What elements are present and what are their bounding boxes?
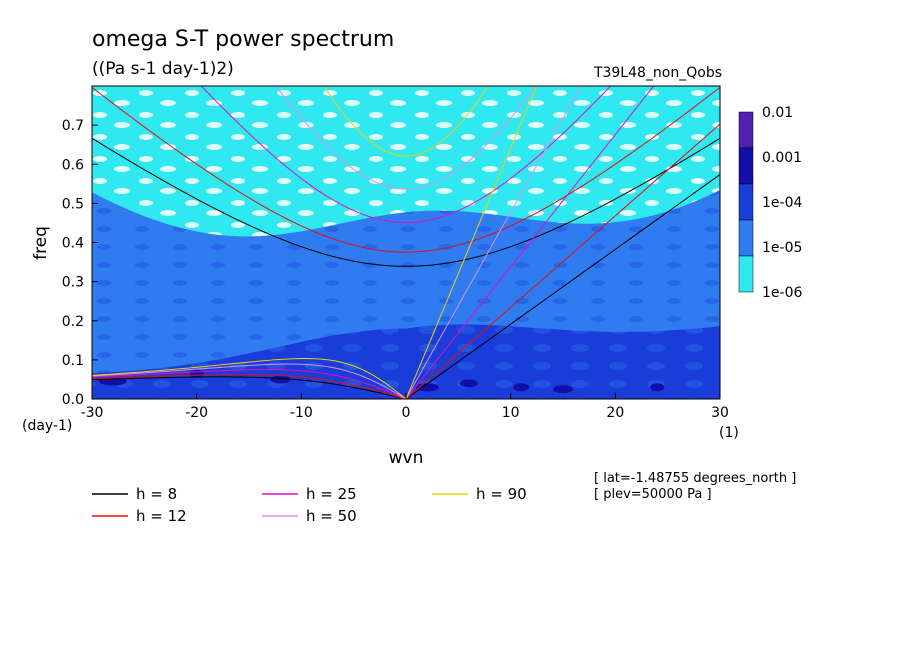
- legend-label: h = 50: [306, 507, 357, 525]
- x-axis: -30 -20 -10 0 10 20 30: [81, 393, 729, 421]
- colorbar-label: 1e-05: [762, 240, 802, 256]
- colorbar-swatch: [738, 255, 754, 293]
- colorbar-swatch: [738, 219, 754, 257]
- x-tick-label: -10: [290, 405, 313, 421]
- y-axis-title: freq: [31, 226, 51, 260]
- colorbar-swatch: [738, 111, 754, 149]
- run-label: T39L48_non_Qobs: [593, 65, 722, 81]
- colorbar: 0.01 0.001 1e-04 1e-05 1e-06: [738, 105, 802, 301]
- y-tick-label: 0.6: [62, 157, 84, 173]
- kelvin-curve: [405, 174, 720, 399]
- x-tick-label: -30: [81, 405, 104, 421]
- inertio-gravity-curve: [92, 86, 720, 253]
- y-tick-label: 0.4: [62, 236, 84, 252]
- rossby-curve: [92, 376, 407, 399]
- y-tick-label: 0.2: [62, 314, 84, 330]
- inertio-gravity-curve: [275, 86, 537, 190]
- inertio-gravity-curve: [323, 86, 489, 157]
- x-tick-label: 30: [711, 405, 729, 421]
- colorbar-swatch: [738, 183, 754, 221]
- y-tick-label: 0.5: [62, 196, 84, 212]
- rossby-curve: [92, 363, 407, 399]
- power-spot: [553, 385, 573, 394]
- colorbar-label: 0.01: [762, 105, 793, 121]
- y-tick-label: 0.0: [62, 392, 84, 408]
- colorbar-label: 1e-06: [762, 285, 802, 301]
- power-spot: [459, 379, 478, 388]
- legend: h = 8 h = 12 h = 25 h = 50 h = 90: [92, 485, 527, 525]
- power-spot: [270, 375, 291, 384]
- kelvin-curve: [405, 86, 655, 399]
- plev-annotation: [ plev=50000 Pa ]: [594, 487, 712, 502]
- rossby-curve: [92, 358, 407, 399]
- kelvin-curve: [405, 123, 720, 399]
- inertio-gravity-curve: [200, 86, 612, 224]
- x-tick-label: -20: [185, 405, 208, 421]
- y-tick-label: 0.1: [62, 353, 84, 369]
- lat-annotation: [ lat=-1.48755 degrees_north ]: [594, 471, 796, 486]
- x-tick-label: 20: [606, 405, 624, 421]
- legend-label: h = 8: [136, 485, 177, 503]
- legend-label: h = 12: [136, 507, 187, 525]
- y-tick-label: 0.7: [62, 118, 84, 134]
- high-power-blotches: [92, 190, 720, 399]
- x-axis-title: wvn: [389, 448, 424, 468]
- rossby-curve: [92, 374, 407, 399]
- x-unit-label: (1): [719, 425, 739, 441]
- rossby-curve: [92, 369, 407, 399]
- y-tick-label: 0.3: [62, 275, 84, 291]
- colorbar-label: 1e-04: [762, 195, 802, 211]
- power-spot: [650, 383, 665, 392]
- power-spot: [189, 369, 204, 378]
- chart-subtitle: ((Pa s-1 day-1)2): [92, 59, 234, 79]
- y-unit-label: (day-1): [22, 418, 72, 434]
- legend-label: h = 25: [306, 485, 357, 503]
- x-tick-label: 10: [502, 405, 520, 421]
- kelvin-curve: [405, 86, 582, 399]
- power-spot: [513, 383, 530, 392]
- colorbar-swatch: [738, 147, 754, 185]
- plot-area: [92, 86, 720, 399]
- x-tick-label: 0: [402, 405, 411, 421]
- y-axis: 0.0 0.1 0.2 0.3 0.4 0.5 0.6 0.7: [62, 118, 98, 408]
- colorbar-label: 0.001: [762, 150, 802, 166]
- dispersion-curves: [92, 86, 720, 399]
- chart-title: omega S-T power spectrum: [92, 27, 394, 52]
- legend-label: h = 90: [476, 485, 527, 503]
- inertio-gravity-curve: [92, 137, 720, 267]
- kelvin-curve: [405, 86, 538, 399]
- power-spot: [414, 383, 439, 392]
